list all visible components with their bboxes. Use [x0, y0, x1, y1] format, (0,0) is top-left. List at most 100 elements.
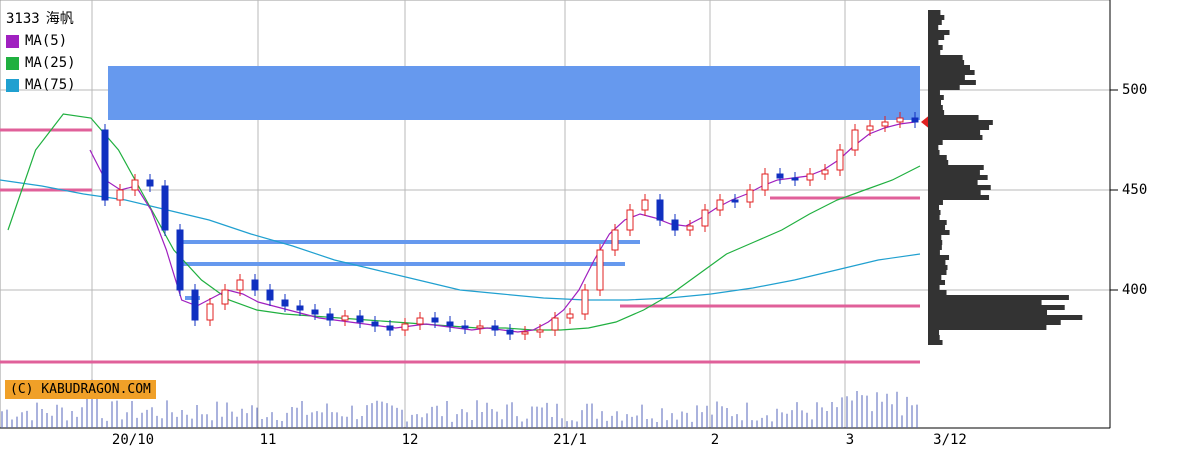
- candle-body: [761, 173, 769, 191]
- volume-profile-bar: [928, 335, 940, 340]
- volume-profile-bar: [928, 95, 944, 100]
- volume-profile-bar: [928, 130, 981, 135]
- x-tick-label: 3: [845, 432, 855, 448]
- volume-profile-bar: [928, 90, 940, 95]
- y-tick-label: 500: [1122, 82, 1148, 98]
- volume-profile-bar: [928, 70, 975, 75]
- level-line: [180, 262, 625, 266]
- volume-profile-bar: [928, 140, 943, 145]
- candle-body: [626, 209, 634, 231]
- candle-body: [476, 325, 484, 329]
- volume-profile-bar: [928, 230, 950, 235]
- candle-body: [161, 185, 169, 231]
- volume-profile-bar: [928, 120, 993, 125]
- candle-body: [821, 169, 829, 175]
- candle-body: [731, 199, 739, 203]
- volume-profile-bar: [928, 115, 979, 120]
- candle-body: [536, 329, 544, 333]
- x-tick-label: 21/1: [553, 432, 587, 448]
- copyright-credit: (C) KABUDRAGON.COM: [5, 380, 156, 399]
- volume-profile-bar: [928, 110, 945, 115]
- candle-body: [671, 219, 679, 231]
- candle-body: [386, 325, 394, 331]
- candle-body: [581, 289, 589, 315]
- y-tick-label: 450: [1122, 182, 1148, 198]
- candle-body: [506, 329, 514, 335]
- volume-profile-bar: [928, 245, 942, 250]
- candle-body: [206, 303, 214, 321]
- candle-body: [491, 325, 499, 331]
- volume-profile-bar: [928, 190, 981, 195]
- candle-body: [296, 305, 304, 311]
- candle-body: [746, 189, 754, 203]
- volume-profile-bar: [928, 275, 942, 280]
- x-tick-label: 20/10: [111, 432, 155, 448]
- candle-body: [896, 117, 904, 123]
- ma75-line: [0, 179, 921, 301]
- candle-body: [356, 315, 364, 323]
- x-tick-label: 12: [401, 432, 419, 448]
- volume-profile-bar: [928, 165, 984, 170]
- candle-body: [701, 209, 709, 227]
- candle-body: [566, 313, 574, 319]
- volume-profile-bar: [928, 290, 947, 295]
- legend-ma75: MA(75): [6, 74, 76, 96]
- volume-profile-bar: [928, 315, 1083, 320]
- resistance-band: [108, 66, 920, 120]
- volume-profile-bar: [928, 135, 983, 140]
- volume-profile-bar: [928, 300, 1042, 305]
- candle-body: [281, 299, 289, 307]
- ma25-swatch: [6, 56, 19, 70]
- volume-profile-bar: [928, 250, 940, 255]
- candle-body: [836, 149, 844, 171]
- volume-profile-bar: [928, 260, 946, 265]
- volume-profile-bar: [928, 20, 942, 25]
- volume-profile-bar: [928, 160, 949, 165]
- stock-code: 3133: [6, 11, 40, 27]
- ma5-label: MA(5): [25, 33, 68, 49]
- volume-profile-bar: [928, 225, 946, 230]
- volume-profile-bar: [928, 50, 941, 55]
- candle-body: [116, 189, 124, 201]
- candle-body: [176, 229, 184, 291]
- ma75-swatch: [6, 78, 19, 92]
- candle-body: [686, 225, 694, 231]
- support-line: [0, 188, 92, 192]
- x-tick-label: 11: [259, 432, 277, 448]
- volume-profile-bar: [928, 10, 941, 15]
- candle-body: [911, 117, 919, 123]
- volume-profile-bar: [928, 255, 950, 260]
- volume-profile-bar: [928, 325, 1047, 330]
- volume-profile-bar: [928, 155, 947, 160]
- candle-body: [266, 289, 274, 301]
- chart-legend: 3133 海帆 MA(5) MA(25) MA(75): [6, 8, 76, 96]
- support-line: [620, 304, 920, 308]
- candle-body: [881, 121, 889, 127]
- ma25-line: [7, 113, 921, 331]
- volume-profile-bar: [928, 25, 939, 30]
- support-line: [770, 196, 920, 200]
- volume-profile-bar: [928, 205, 940, 210]
- volume-profile-bar: [928, 285, 940, 290]
- volume-profile-bar: [928, 80, 976, 85]
- volume-profile-bar: [928, 185, 991, 190]
- candle-body: [416, 317, 424, 325]
- candle-body: [851, 129, 859, 151]
- volume-profile-bar: [928, 45, 943, 50]
- volume-profile-bar: [928, 175, 988, 180]
- volume-profile-bar: [928, 145, 939, 150]
- candle-body: [191, 289, 199, 321]
- candle-body: [656, 199, 664, 221]
- candle-body: [101, 129, 109, 201]
- x-tick-label: 2: [710, 432, 720, 448]
- candle-body: [326, 313, 334, 321]
- volume-profile-bar: [928, 60, 965, 65]
- candle-body: [716, 199, 724, 211]
- candle-body: [371, 321, 379, 327]
- candle-body: [221, 289, 229, 305]
- candle-body: [791, 177, 799, 181]
- candle-body: [866, 125, 874, 131]
- legend-ma25: MA(25): [6, 52, 76, 74]
- candle-body: [341, 315, 349, 321]
- candle-body: [311, 309, 319, 315]
